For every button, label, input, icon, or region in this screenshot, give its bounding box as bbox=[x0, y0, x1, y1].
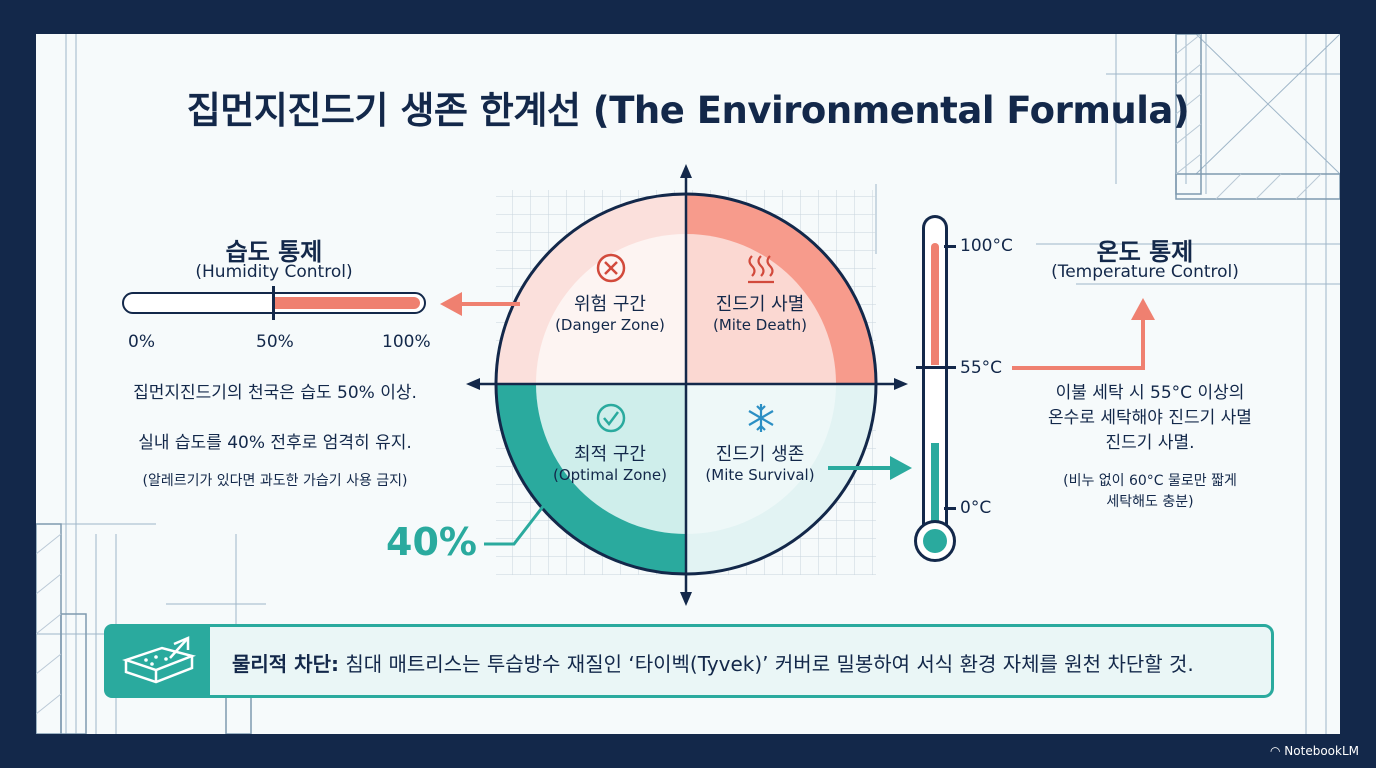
thermometer-bulb bbox=[914, 520, 956, 562]
danger-zone-label: 위험 구간 (Danger Zone) bbox=[540, 290, 680, 334]
humidity-line-1: 집먼지진드기의 천국은 습도 50% 이상. bbox=[133, 383, 417, 403]
bottom-icon-panel bbox=[104, 624, 210, 698]
survival-zone-ko: 진드기 생존 bbox=[715, 444, 805, 465]
bottom-callout bbox=[104, 624, 1274, 698]
thermometer-hot-fill bbox=[931, 243, 939, 365]
brand-logo: ◠ NotebookLM bbox=[1270, 744, 1359, 758]
arrow-to-temperature bbox=[1131, 298, 1155, 320]
page-title: 집먼지진드기 생존 한계선 (The Environmental Formula… bbox=[186, 89, 1190, 132]
bottom-text: 물리적 차단: 침대 매트리스는 투습방수 재질인 ‘타이벡(Tyvek)’ 커… bbox=[232, 648, 1194, 677]
temperature-note-2: 세탁해도 충분) bbox=[1106, 494, 1194, 510]
tick-100 bbox=[944, 245, 956, 248]
tick-55 bbox=[916, 366, 956, 369]
snowflake-icon bbox=[748, 404, 774, 432]
humidity-tick-0: 0% bbox=[128, 332, 155, 352]
death-zone-label: 진드기 사멸 (Mite Death) bbox=[690, 290, 830, 334]
mattress-cover-icon bbox=[122, 636, 197, 684]
humidity-tick-50: 50% bbox=[256, 332, 294, 352]
heat-waves-icon bbox=[748, 255, 774, 284]
optimal-zone-ko: 최적 구간 bbox=[574, 444, 646, 465]
arrow-to-thermometer bbox=[890, 456, 912, 480]
zone-diagram bbox=[466, 164, 908, 606]
survival-zone-en: (Mite Survival) bbox=[705, 466, 815, 484]
tick-0 bbox=[944, 507, 956, 510]
temperature-subtitle: (Temperature Control) bbox=[1051, 262, 1239, 282]
temperature-line-2: 온수로 세탁해야 진드기 사멸 bbox=[1048, 408, 1252, 428]
danger-zone-ko: 위험 구간 bbox=[574, 294, 646, 315]
bottom-text-bold: 물리적 차단: bbox=[232, 652, 339, 676]
temperature-line-3: 진드기 사멸. bbox=[1105, 433, 1195, 453]
optimal-zone-en: (Optimal Zone) bbox=[552, 466, 667, 484]
bottom-text-body: 침대 매트리스는 투습방수 재질인 ‘타이벡(Tyvek)’ 커버로 밀봉하여 … bbox=[338, 652, 1194, 676]
temperature-note-1: (비누 없이 60°C 물로만 짧게 bbox=[1063, 473, 1237, 489]
humidity-line-2: 실내 습도를 40% 전후로 엄격히 유지. bbox=[138, 433, 412, 453]
temperature-line-1: 이불 세탁 시 55°C 이상의 bbox=[1055, 383, 1245, 403]
humidity-note: (알레르기가 있다면 과도한 가습기 사용 금지) bbox=[142, 473, 408, 489]
x-circle-icon bbox=[596, 253, 626, 283]
danger-zone-en: (Danger Zone) bbox=[555, 316, 665, 334]
temp-label-100: 100°C bbox=[960, 236, 1013, 256]
humidity-tick-100: 100% bbox=[382, 332, 431, 352]
optimal-humidity-value: 40% bbox=[386, 520, 477, 564]
humidity-bar-fill bbox=[275, 297, 420, 309]
humidity-subtitle: (Humidity Control) bbox=[195, 262, 353, 282]
arrow-to-humidity bbox=[440, 292, 462, 316]
temperature-title: 온도 통제 bbox=[1096, 238, 1194, 266]
brand-name: NotebookLM bbox=[1284, 744, 1359, 758]
brand-icon: ◠ bbox=[1270, 744, 1285, 758]
death-zone-ko: 진드기 사멸 bbox=[715, 294, 805, 315]
temp-label-55: 55°C bbox=[960, 358, 1003, 378]
humidity-title: 습도 통제 bbox=[225, 238, 323, 266]
thermometer-cold-fill bbox=[931, 443, 939, 533]
temp-label-0: 0°C bbox=[960, 498, 992, 518]
survival-zone-label: 진드기 생존 (Mite Survival) bbox=[690, 440, 830, 484]
thermometer-bulb-fill bbox=[923, 529, 947, 553]
humidity-50-marker bbox=[272, 286, 275, 320]
check-circle-icon bbox=[596, 403, 626, 433]
death-zone-en: (Mite Death) bbox=[712, 316, 808, 334]
optimal-zone-label: 최적 구간 (Optimal Zone) bbox=[540, 440, 680, 484]
thermometer-tube bbox=[922, 215, 948, 540]
